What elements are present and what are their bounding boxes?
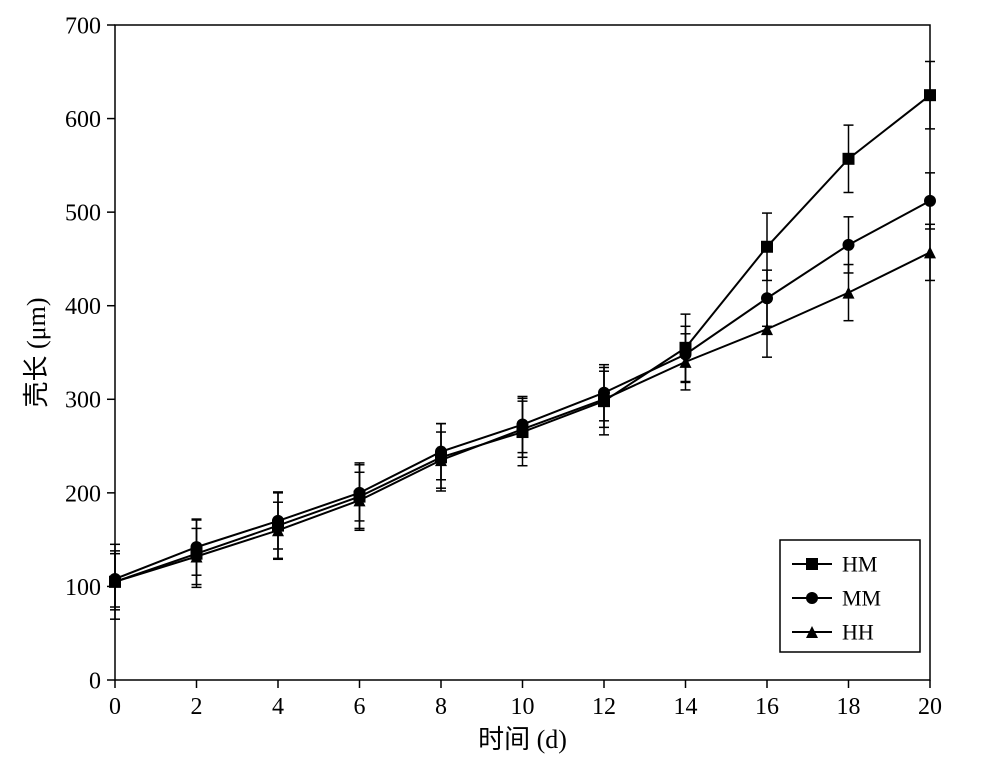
x-tick-label: 20 xyxy=(918,694,942,720)
legend-label-MM: MM xyxy=(842,586,881,611)
legend-label-HH: HH xyxy=(842,620,874,645)
y-tick-label: 400 xyxy=(65,294,101,320)
y-tick-label: 200 xyxy=(65,481,101,507)
series-HH xyxy=(109,224,936,610)
x-tick-label: 6 xyxy=(354,694,366,720)
line-chart: 0 2 4 6 8 10 12 14 16 18 20 时间 (d) 0 100 200 300 400 500 6… xyxy=(0,0,1000,764)
x-tick-label: 12 xyxy=(592,694,616,720)
x-tick-label: 8 xyxy=(435,694,447,720)
x-tick-label: 4 xyxy=(272,694,284,720)
x-tick-label: 18 xyxy=(837,694,861,720)
x-tick-label: 0 xyxy=(109,694,121,720)
legend: HM MM HH xyxy=(780,540,920,652)
y-tick-label: 0 xyxy=(89,668,101,694)
chart-container: 0 2 4 6 8 10 12 14 16 18 20 时间 (d) 0 100 200 300 400 500 6… xyxy=(0,0,1000,764)
x-tick-label: 14 xyxy=(674,694,698,720)
y-tick-label: 500 xyxy=(65,201,101,227)
x-axis-title: 时间 (d) xyxy=(478,725,567,754)
y-tick-label: 300 xyxy=(65,388,101,414)
x-tick-label: 16 xyxy=(755,694,779,720)
y-tick-label: 100 xyxy=(65,575,101,601)
y-tick-label: 600 xyxy=(65,107,101,133)
y-axis-title: 壳长 (μm) xyxy=(22,298,51,408)
legend-label-HM: HM xyxy=(842,552,877,577)
x-tick-label: 2 xyxy=(191,694,203,720)
x-tick-label: 10 xyxy=(511,694,535,720)
y-tick-label: 700 xyxy=(65,13,101,39)
